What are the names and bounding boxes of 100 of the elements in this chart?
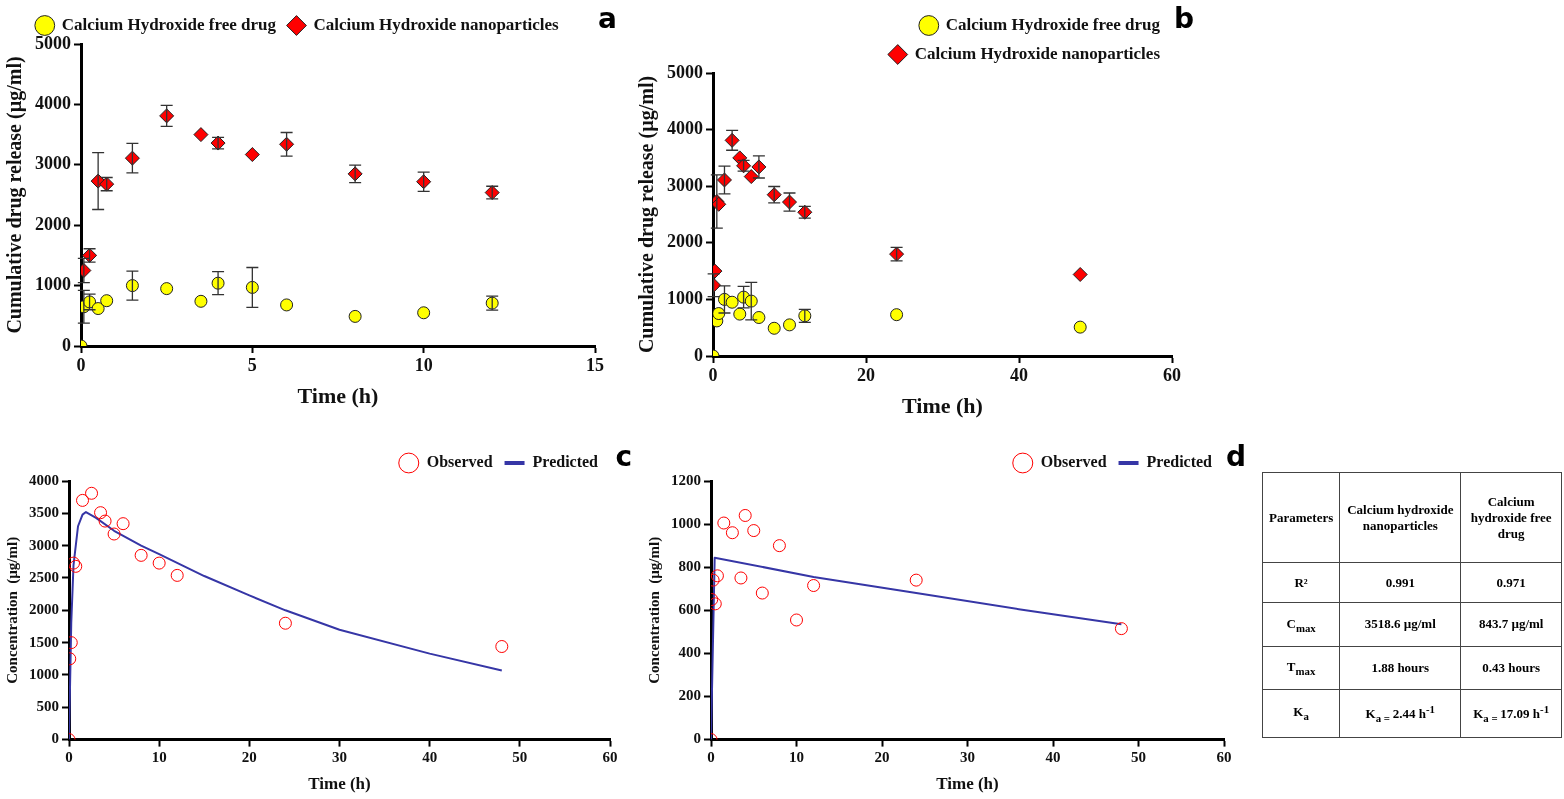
point <box>755 586 769 600</box>
point <box>752 311 766 325</box>
point <box>717 516 731 530</box>
y-tick-label: 2000 <box>667 231 703 252</box>
point <box>107 527 121 541</box>
x-tick-label: 30 <box>960 749 975 766</box>
y-tick-label: 5000 <box>35 32 71 53</box>
x-tick-label: 10 <box>789 749 804 766</box>
point <box>160 282 174 296</box>
x-tick-label: 20 <box>874 749 890 766</box>
legend-label: Calcium Hydroxide nanoparticles <box>914 43 1161 63</box>
point <box>767 321 781 335</box>
legend-label: Calcium Hydroxide free drug <box>61 14 277 34</box>
point <box>194 294 208 308</box>
point <box>98 514 112 528</box>
x-axis-title: Time (h) <box>297 383 379 409</box>
point <box>725 526 739 540</box>
y-tick-label: 3000 <box>29 536 59 553</box>
point <box>91 302 105 316</box>
category-label: T$_{max}$ <box>1286 658 1316 677</box>
text: K$_{a =}$ 17.09 h$^{-1}$ <box>1473 702 1550 724</box>
point <box>193 127 209 143</box>
point <box>1072 267 1088 282</box>
text: c <box>615 440 632 473</box>
point <box>495 640 509 653</box>
category-label: K$_{a}$ <box>1293 704 1309 723</box>
x-axis-title: Time (h) <box>902 393 983 419</box>
y-tick-label: 3000 <box>667 174 703 195</box>
x-tick-label: 50 <box>1131 749 1146 766</box>
y-tick-label: 2000 <box>35 213 71 234</box>
point <box>1073 320 1087 334</box>
x-tick-label: 10 <box>151 749 167 766</box>
category-label: Calcium hydroxide free drug <box>1460 472 1562 563</box>
y-tick-label: 800 <box>678 558 701 575</box>
text: 0.991 <box>1385 574 1415 590</box>
y-tick-label: 5000 <box>667 61 703 82</box>
point <box>280 298 294 312</box>
y-tick-label: 1000 <box>35 274 71 295</box>
x-tick-label: 20 <box>241 749 257 766</box>
x-tick-label: 15 <box>586 355 604 376</box>
text: 843.7 µg/ml <box>1478 616 1544 632</box>
text: b <box>1173 2 1194 35</box>
point <box>790 613 803 627</box>
y-tick-label: 500 <box>36 698 59 715</box>
text: K$_{a =}$ 2.44 h$^{-1}$ <box>1365 702 1435 724</box>
text: d <box>1225 440 1246 473</box>
point <box>711 569 724 583</box>
point <box>116 517 130 531</box>
y-tick-label: 1500 <box>29 633 59 650</box>
x-tick-label: 5 <box>247 355 257 376</box>
point <box>76 493 90 507</box>
point <box>890 308 904 322</box>
point <box>783 318 796 332</box>
category-label: C$_{max}$ <box>1286 615 1316 634</box>
y-tick-label: 4000 <box>29 471 59 488</box>
y-tick-label: 4000 <box>667 118 703 139</box>
point <box>743 169 759 185</box>
text: a <box>598 2 617 35</box>
y-tick-label: 1000 <box>29 665 59 682</box>
y-tick-label: 1200 <box>671 471 701 488</box>
x-tick-label: 30 <box>332 749 347 766</box>
legend-label: Predicted <box>1146 453 1213 471</box>
y-tick-label: 1000 <box>667 288 703 309</box>
y-axis-title: Cumulative drug release (µg/ml) <box>635 75 659 354</box>
point <box>747 524 761 538</box>
point <box>733 307 747 321</box>
point <box>152 556 166 570</box>
legend-label: Calcium Hydroxide free drug <box>945 14 1161 34</box>
point <box>134 548 148 562</box>
y-axis-title: Concentration (µg/ml) <box>645 536 663 684</box>
point <box>417 306 431 320</box>
y-tick-label: 0 <box>62 334 71 355</box>
point <box>348 309 362 323</box>
x-tick-label: 60 <box>1163 365 1181 386</box>
point <box>725 295 739 309</box>
point <box>170 568 184 582</box>
y-tick-label: 4000 <box>35 93 71 114</box>
x-tick-label: 50 <box>512 749 528 766</box>
x-axis-title: Time (h) <box>308 774 371 794</box>
x-tick-label: 0 <box>76 355 86 376</box>
y-tick-label: 0 <box>51 730 59 747</box>
point <box>94 506 108 520</box>
point <box>738 508 752 522</box>
x-tick-label: 40 <box>1045 749 1061 766</box>
point <box>1114 622 1128 636</box>
point <box>909 573 923 587</box>
x-axis-title: Time (h) <box>936 774 999 794</box>
legend-label: Observed <box>1040 453 1107 471</box>
point <box>278 616 292 630</box>
y-tick-label: 600 <box>678 601 701 618</box>
y-tick-label: 1000 <box>671 514 701 531</box>
x-tick-label: 60 <box>602 749 618 766</box>
point <box>772 539 786 553</box>
y-tick-label: 3000 <box>35 153 71 174</box>
point <box>85 486 99 500</box>
legend-label: Predicted <box>532 453 599 471</box>
x-tick-label: 40 <box>422 749 438 766</box>
x-tick-label: 20 <box>857 365 875 386</box>
category-label: Parameters <box>1262 472 1340 563</box>
legend-label: Observed <box>426 453 493 471</box>
